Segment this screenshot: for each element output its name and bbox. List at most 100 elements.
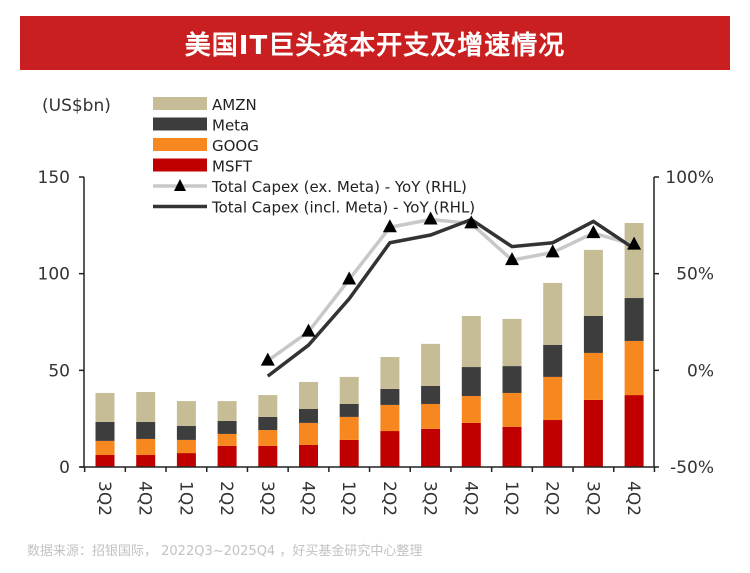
marker-triangle [423, 211, 438, 225]
marker-triangle [260, 352, 275, 366]
bar-msft [95, 455, 115, 467]
x-tick-label: 3Q2 [420, 481, 440, 516]
line-capex-ex-meta [266, 217, 635, 363]
legend-item-meta: Meta [153, 117, 249, 135]
legend: AMZN Meta GOOG MSFT Total Capex (ex. Meta) -… [153, 96, 475, 217]
bar-msft [421, 428, 441, 467]
bar-meta [258, 416, 278, 431]
bar-goog [136, 438, 156, 456]
legend-label: MSFT [212, 158, 253, 176]
x-tick-label: 4Q2 [623, 481, 643, 516]
bar-goog [624, 340, 644, 396]
marker-triangle [505, 252, 519, 266]
bar-msft [136, 455, 156, 467]
right-tick-label: -50% [670, 458, 714, 478]
bar-meta [583, 316, 603, 353]
bar-meta [136, 421, 156, 439]
legend-item-goog: GOOG [153, 137, 259, 155]
legend-swatch [153, 97, 207, 110]
bar-amzn [176, 401, 196, 427]
left-tick-label: 50 [48, 361, 70, 381]
bar-goog [217, 433, 237, 446]
x-tick-label: 4Q2 [460, 481, 480, 516]
bar-msft [502, 426, 522, 467]
bar-goog [543, 376, 563, 421]
y-axis-label: (US$bn) [42, 96, 111, 116]
x-tick-label: 3Q2 [94, 481, 114, 516]
bar-msft [299, 444, 318, 467]
bar-msft [217, 445, 237, 467]
bar-goog [339, 416, 359, 440]
right-tick-label: 50% [676, 265, 714, 285]
bar-meta [176, 426, 196, 440]
bar-goog [583, 352, 603, 400]
x-tick-label: 2Q2 [216, 481, 236, 516]
chart-title: 美国IT巨头资本开支及增速情况 [184, 30, 566, 61]
legend-label: AMZN [212, 96, 257, 114]
bar-goog [421, 403, 441, 429]
bar-amzn [299, 381, 318, 409]
legend-swatch [153, 117, 207, 131]
bar-msft [176, 453, 196, 467]
legend-label: Total Capex (incl. Meta) - YoY (RHL) [211, 199, 475, 217]
bar-meta [339, 403, 359, 417]
x-tick-label: 4Q2 [135, 481, 155, 516]
x-tick-label: 1Q2 [501, 481, 521, 516]
left-tick-label: 0 [59, 458, 70, 478]
bar-amzn [421, 343, 441, 386]
bar-goog [258, 430, 278, 446]
legend-swatch [153, 138, 207, 151]
legend-marker-triangle [174, 179, 186, 191]
bar-goog [502, 392, 522, 427]
bar-msft [624, 395, 644, 467]
marker-triangle [464, 215, 479, 229]
right-tick-label: 100% [665, 168, 714, 188]
marker-triangle [301, 323, 316, 337]
bar-goog [176, 439, 196, 454]
bar-meta [299, 409, 318, 423]
bar-amzn [136, 391, 156, 422]
bar-amzn [543, 282, 563, 346]
marker-triangle [545, 244, 560, 258]
bar-meta [543, 345, 563, 377]
marker-triangle [342, 271, 357, 285]
bar-goog [380, 404, 400, 432]
x-tick-label: 2Q2 [379, 481, 399, 516]
legend-swatch [153, 158, 207, 172]
bar-goog [95, 440, 115, 456]
bar-amzn [461, 316, 481, 368]
bar-meta [380, 388, 400, 405]
left-tick-label: 150 [38, 168, 70, 188]
bar-goog [299, 422, 318, 445]
bar-amzn [583, 249, 603, 317]
right-tick-label: 0% [687, 361, 714, 381]
bar-meta [502, 366, 522, 393]
bar-amzn [624, 223, 644, 299]
axes: 0 50 100 150 -50% 0% 50% 100% 3Q2 4Q2 1Q2 2Q2 3Q2 4Q2… [38, 168, 714, 516]
bar-msft [461, 422, 481, 467]
bar-amzn [380, 356, 400, 389]
marker-triangle [382, 219, 397, 233]
lines [260, 211, 642, 378]
bar-amzn [258, 395, 278, 417]
title-banner: 美国IT巨头资本开支及增速情况 [20, 16, 730, 70]
bar-amzn [217, 401, 237, 421]
marker-triangle [586, 225, 601, 239]
legend-item-amzn: AMZN [153, 96, 257, 114]
bar-msft [258, 445, 278, 467]
bar-msft [339, 439, 359, 467]
bar-meta [624, 298, 644, 341]
bars [95, 223, 644, 467]
x-tick-label: 4Q2 [298, 481, 318, 516]
legend-item-msft: MSFT [153, 158, 253, 176]
legend-label: Total Capex (ex. Meta) - YoY (RHL) [211, 178, 467, 196]
source-note: 数据来源：招银国际， 2022Q3~2025Q4 ，好买基金研究中心整理 [27, 544, 423, 559]
line-capex-incl-meta [266, 217, 636, 378]
legend-label: Meta [212, 117, 249, 135]
marker-triangle [627, 236, 642, 250]
left-tick-label: 100 [38, 265, 70, 285]
x-tick-label: 3Q2 [582, 481, 602, 516]
x-tick-label: 1Q2 [175, 481, 195, 516]
bar-msft [543, 420, 563, 467]
